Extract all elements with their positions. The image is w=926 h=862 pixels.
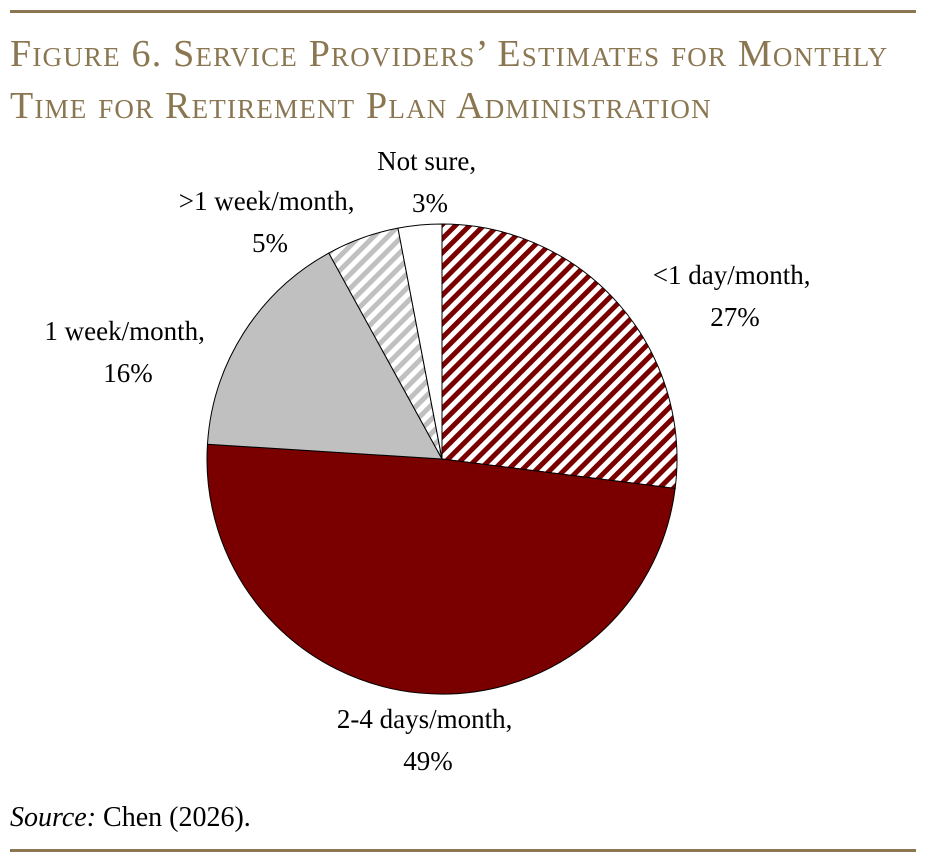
- pie-slices: [206, 223, 678, 695]
- slice-label-1-week-value: 16%: [103, 358, 153, 388]
- pie-chart: <1 day/month, 27% 2-4 days/month, 49% 1 …: [44, 146, 817, 776]
- slice-label-2-4-days-value: 49%: [403, 746, 453, 776]
- figure-title: Figure 6. Service Providers’ Estimates f…: [10, 28, 920, 132]
- slice-label-less-than-1-day-value: 27%: [710, 302, 760, 332]
- slice-less-than-1-day: [441, 223, 678, 490]
- slice-label-more-than-1-week: >1 week/month, 5%: [179, 186, 361, 258]
- slice-1-week: [206, 252, 443, 460]
- bottom-rule: [10, 849, 916, 852]
- slice-label-less-than-1-day-name: <1 day/month,: [653, 260, 811, 290]
- slice-not-sure: [397, 223, 443, 460]
- source-text: Chen (2026).: [96, 802, 251, 833]
- slice-label-1-week: 1 week/month, 16%: [44, 316, 211, 388]
- source-label: Source:: [10, 802, 97, 833]
- slice-label-1-week-name: 1 week/month,: [44, 316, 204, 346]
- slice-2-4-days: [206, 443, 676, 695]
- slice-label-not-sure-name: Not sure,: [377, 146, 476, 176]
- slice-label-2-4-days: 2-4 days/month, 49%: [337, 704, 519, 776]
- figure-title-line-2: Time for Retirement Plan Administration: [10, 85, 712, 127]
- figure-title-line-1: Figure 6. Service Providers’ Estimates f…: [10, 33, 889, 75]
- slice-label-more-than-1-week-value: 5%: [252, 228, 288, 258]
- figure-source: Source: Chen (2026).: [10, 802, 251, 834]
- slice-label-2-4-days-name: 2-4 days/month,: [337, 704, 513, 734]
- slice-label-not-sure-value: 3%: [412, 188, 448, 218]
- top-rule: [10, 10, 916, 13]
- slice-label-less-than-1-day: <1 day/month, 27%: [653, 260, 817, 332]
- pie-labels: <1 day/month, 27% 2-4 days/month, 49% 1 …: [44, 146, 817, 776]
- slice-label-more-than-1-week-name: >1 week/month,: [179, 186, 355, 216]
- slice-label-not-sure: Not sure, 3%: [377, 146, 483, 218]
